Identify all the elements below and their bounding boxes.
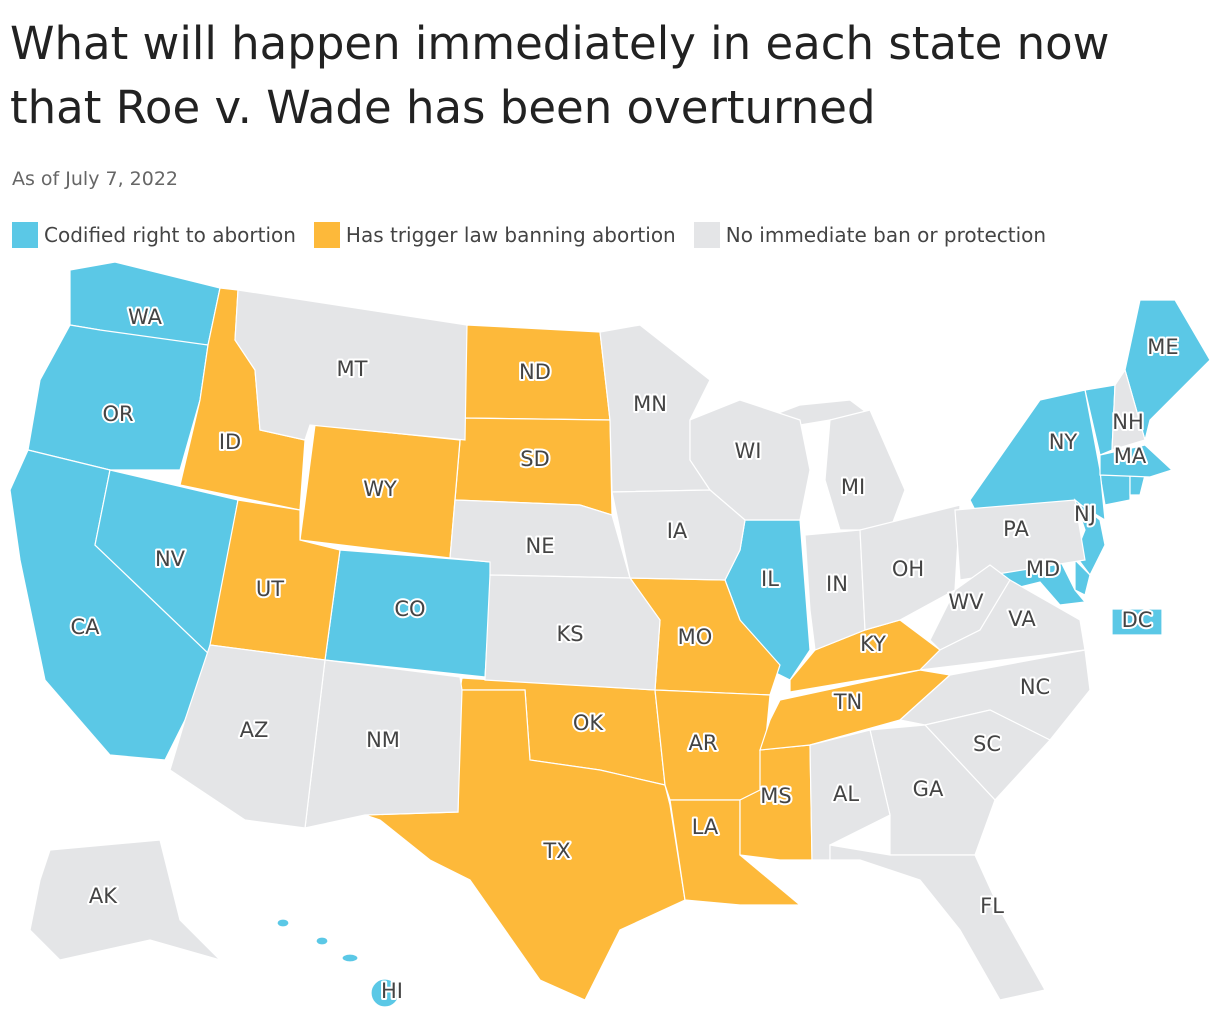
state-label: MN — [633, 392, 667, 416]
state-label: MI — [841, 475, 865, 499]
state-label: WI — [735, 439, 762, 463]
legend-label: Has trigger law banning abortion — [345, 223, 676, 247]
state-shape — [1074, 558, 1091, 596]
state-shape — [169, 644, 326, 829]
state-label: LA — [692, 815, 719, 839]
state-label: CO — [394, 597, 425, 621]
state-shape — [689, 399, 811, 521]
state-label: OK — [573, 711, 605, 735]
state-shape — [276, 918, 290, 928]
state-label: IN — [826, 572, 848, 596]
state-label: NJ — [1074, 502, 1096, 526]
state-label: NC — [1020, 675, 1050, 699]
state-shape — [364, 689, 686, 1001]
state-label: CA — [70, 615, 100, 639]
legend-item: No immediate ban or protection — [693, 222, 1047, 248]
state-shape — [1129, 474, 1146, 496]
state-label: WY — [363, 477, 397, 501]
state-shape — [341, 953, 359, 963]
state-label: HI — [381, 979, 403, 1003]
state-label: AL — [833, 782, 859, 806]
state-label: SD — [520, 447, 550, 471]
state-label: TX — [542, 839, 570, 863]
state-shape — [484, 574, 661, 691]
state-shape — [804, 529, 866, 651]
state-shape — [824, 409, 906, 531]
state-label: SC — [973, 732, 1001, 756]
state-shape — [234, 289, 468, 441]
state-shape — [829, 844, 1046, 1001]
state-label: AK — [89, 884, 118, 908]
legend-label: Codified right to abortion — [44, 223, 296, 247]
state-shape — [759, 669, 952, 751]
state-label: MD — [1026, 557, 1060, 581]
state-shape — [859, 504, 961, 631]
state-label: PA — [1003, 517, 1029, 541]
legend: Codified right to abortion Has trigger la… — [12, 222, 1046, 248]
legend-swatch — [313, 222, 340, 248]
title: What will happen immediately in each sta… — [10, 17, 1110, 134]
state-label: DC — [1122, 608, 1153, 632]
state-shape — [370, 978, 400, 1008]
state-label: WV — [948, 590, 984, 614]
state-label: OR — [102, 402, 133, 426]
state-label: NE — [526, 534, 555, 558]
state-label: NM — [366, 728, 400, 752]
state-label: GA — [913, 777, 944, 801]
state-label: TN — [833, 690, 863, 714]
state-label: IL — [761, 567, 779, 591]
state-label: OH — [892, 557, 924, 581]
state-label: VA — [1008, 607, 1036, 631]
state-label: AR — [689, 731, 718, 755]
legend-swatch — [693, 222, 720, 248]
state-shape — [29, 839, 223, 962]
state-label: UT — [256, 577, 284, 601]
state-shape — [969, 389, 1106, 522]
state-label: MO — [678, 625, 713, 649]
legend-item: Codified right to abortion — [12, 222, 296, 248]
state-label: NV — [155, 547, 186, 571]
legend-swatch — [12, 222, 38, 248]
state-label: ND — [519, 360, 551, 384]
state-label: MT — [337, 357, 368, 381]
state-label: AZ — [240, 718, 269, 742]
state-shape — [315, 936, 329, 946]
state-label: NY — [1049, 430, 1078, 454]
subtitle: As of July 7, 2022 — [12, 168, 179, 190]
state-shape — [27, 324, 209, 471]
state-label: NH — [1112, 410, 1144, 434]
state-shape — [1111, 608, 1163, 636]
state-label: ID — [219, 430, 241, 454]
state-label: MA — [1114, 444, 1147, 468]
state-label: IA — [667, 519, 688, 543]
legend-item: Has trigger law banning abortion — [313, 222, 676, 248]
state-label: MS — [760, 784, 791, 808]
state-label: KY — [860, 632, 886, 656]
state-label: KS — [556, 622, 583, 646]
state-label: ME — [1147, 335, 1178, 359]
state-shape — [1111, 368, 1146, 451]
state-label: FL — [980, 894, 1004, 918]
state-shape — [954, 499, 1086, 581]
state-label: WA — [128, 305, 163, 329]
state-shape — [1099, 444, 1174, 478]
legend-label: No immediate ban or protection — [725, 223, 1047, 247]
state-shape — [1099, 474, 1131, 506]
